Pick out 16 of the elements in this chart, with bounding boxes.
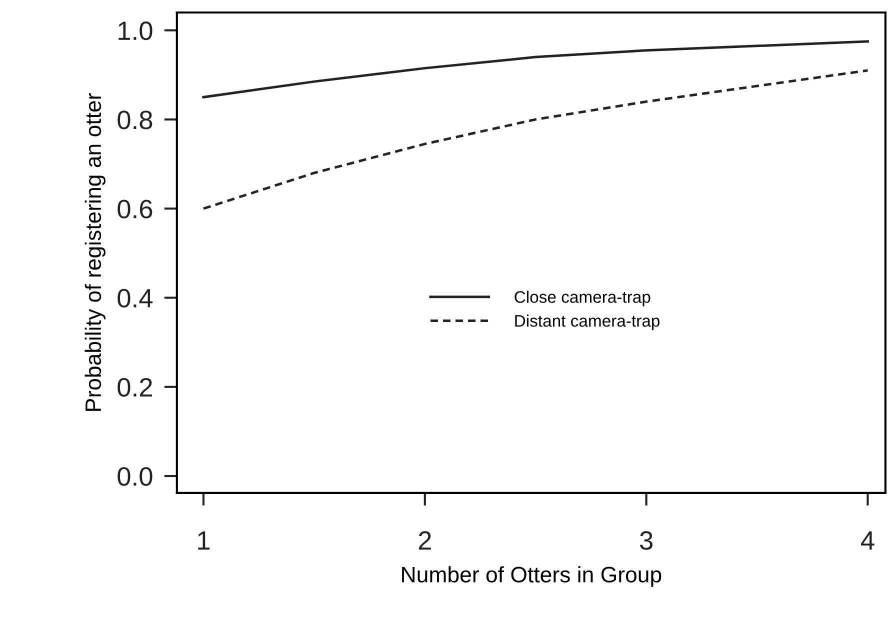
x-tick-label: 2 <box>418 531 431 550</box>
y-tick-label: 1.0 <box>118 21 152 40</box>
x-axis-title: Number of Otters in Group <box>402 566 662 587</box>
y-tick-label: 0.8 <box>118 110 152 130</box>
y-tick-label: 0.6 <box>118 200 152 218</box>
y-tick-label: 0.2 <box>118 378 152 397</box>
x-tick-label: 4 <box>861 531 874 550</box>
y-axis-title: Probability of registering an otter <box>84 93 106 411</box>
y-tick-label: 0.0 <box>118 467 152 486</box>
y-tick-label: 0.4 <box>118 288 153 308</box>
x-tick-label: 3 <box>640 531 652 550</box>
legend-label: Close camera-trap <box>514 290 650 306</box>
line-series <box>202 69 869 210</box>
legend-label: Distant camera-trap <box>515 314 660 330</box>
x-tick-label: 1 <box>198 531 210 550</box>
line-series <box>202 40 869 98</box>
